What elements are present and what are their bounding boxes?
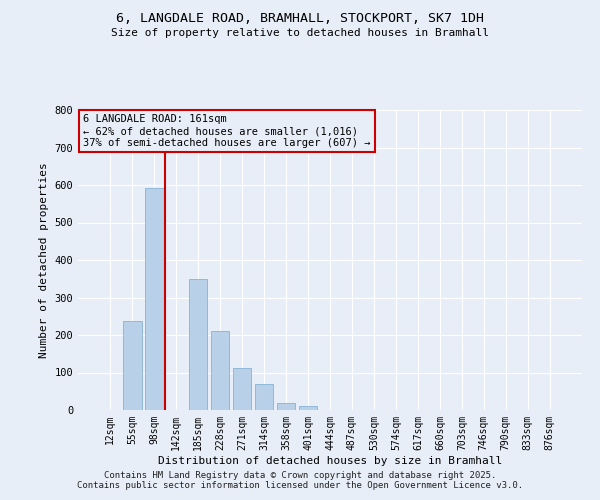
Bar	[145, 188, 164, 410]
Y-axis label: Number of detached properties: Number of detached properties	[39, 162, 49, 358]
Bar	[299, 406, 317, 410]
Bar	[233, 368, 251, 410]
Bar	[211, 331, 229, 410]
Bar	[277, 403, 295, 410]
Text: Size of property relative to detached houses in Bramhall: Size of property relative to detached ho…	[111, 28, 489, 38]
Bar	[189, 279, 208, 410]
Text: Contains HM Land Registry data © Crown copyright and database right 2025.
Contai: Contains HM Land Registry data © Crown c…	[77, 470, 523, 490]
Bar	[123, 321, 142, 410]
Bar	[255, 384, 274, 410]
Text: 6, LANGDALE ROAD, BRAMHALL, STOCKPORT, SK7 1DH: 6, LANGDALE ROAD, BRAMHALL, STOCKPORT, S…	[116, 12, 484, 26]
Text: 6 LANGDALE ROAD: 161sqm
← 62% of detached houses are smaller (1,016)
37% of semi: 6 LANGDALE ROAD: 161sqm ← 62% of detache…	[83, 114, 371, 148]
X-axis label: Distribution of detached houses by size in Bramhall: Distribution of detached houses by size …	[158, 456, 502, 466]
